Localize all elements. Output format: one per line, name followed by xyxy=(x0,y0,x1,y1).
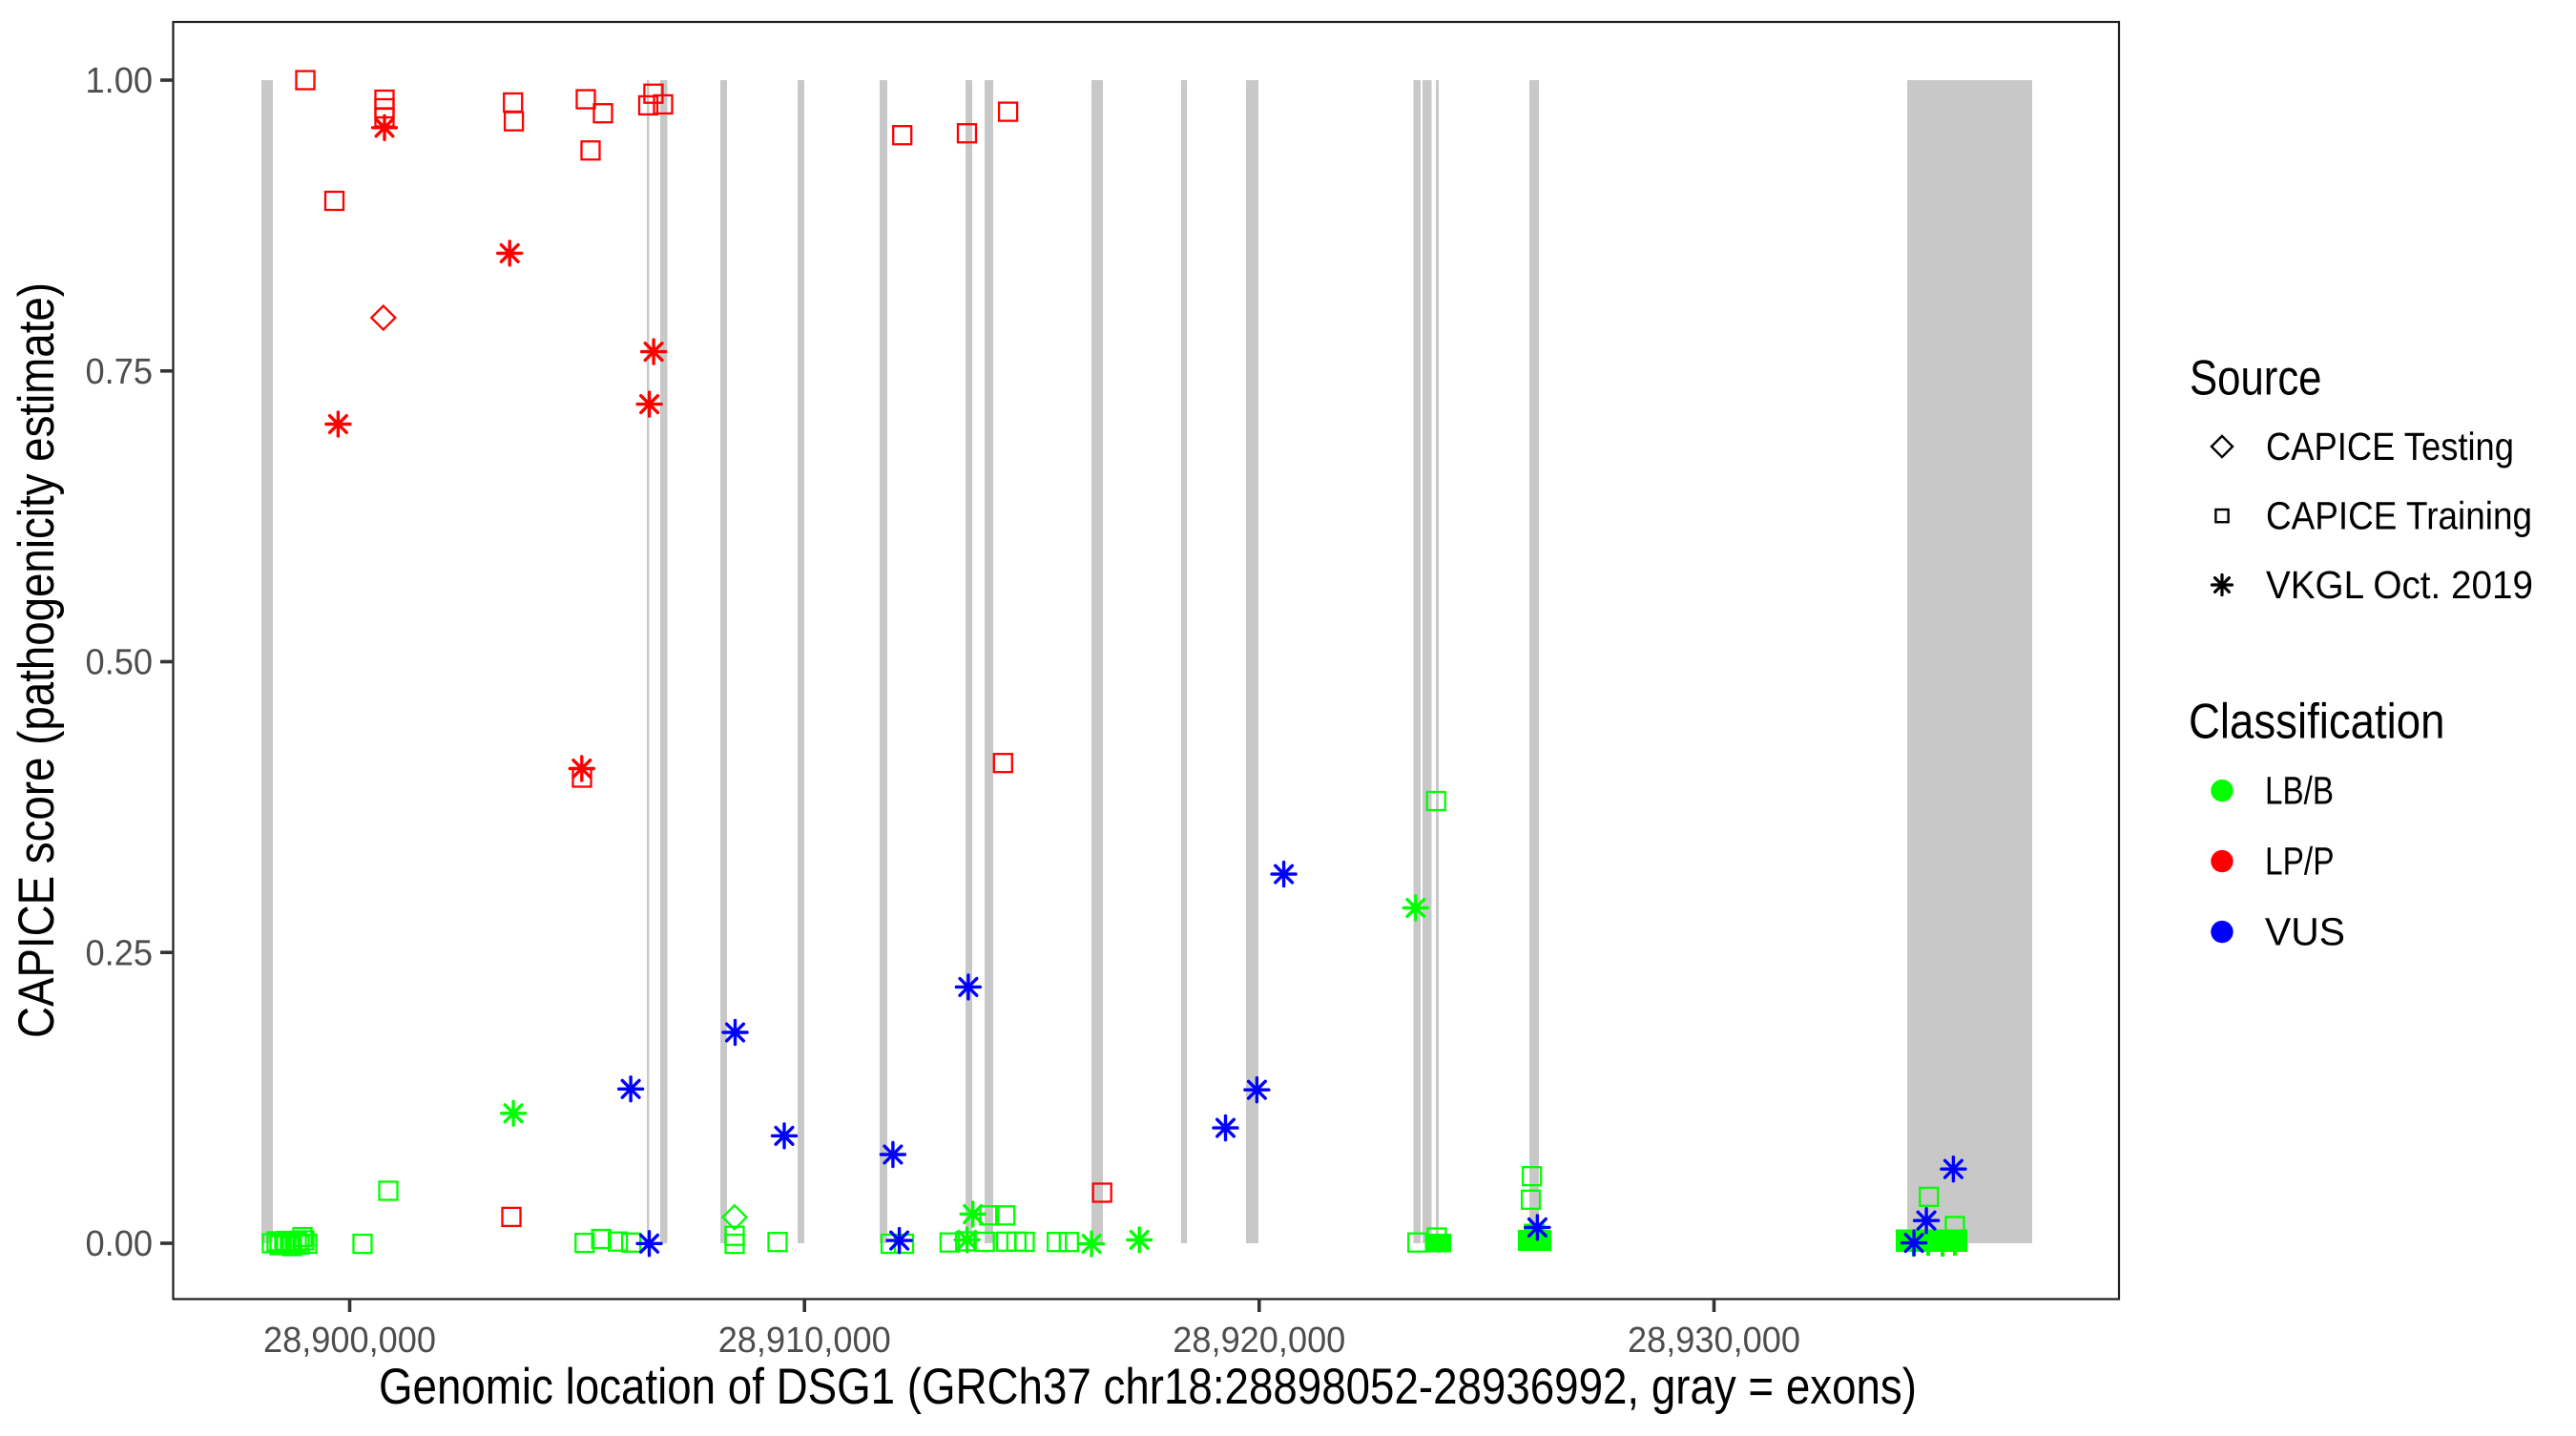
svg-text:1.00: 1.00 xyxy=(86,61,154,101)
svg-text:LB/B: LB/B xyxy=(2265,769,2334,813)
svg-text:Classification: Classification xyxy=(2189,695,2445,750)
svg-text:CAPICE Testing: CAPICE Testing xyxy=(2266,425,2514,468)
svg-text:VKGL Oct. 2019: VKGL Oct. 2019 xyxy=(2266,563,2533,607)
svg-text:28,930,000: 28,930,000 xyxy=(1628,1321,1800,1361)
svg-text:VUS: VUS xyxy=(2265,910,2345,954)
svg-text:28,900,000: 28,900,000 xyxy=(263,1321,436,1361)
svg-text:Genomic location of DSG1 (GRCh: Genomic location of DSG1 (GRCh37 chr18:2… xyxy=(379,1359,1917,1415)
svg-text:CAPICE Training: CAPICE Training xyxy=(2266,494,2532,538)
svg-text:Source: Source xyxy=(2190,351,2322,406)
svg-text:CAPICE score (pathogenicity es: CAPICE score (pathogenicity estimate) xyxy=(9,282,65,1038)
svg-text:0.50: 0.50 xyxy=(86,643,154,683)
svg-text:0.75: 0.75 xyxy=(86,352,154,392)
svg-text:28,920,000: 28,920,000 xyxy=(1173,1321,1345,1361)
svg-text:LP/P: LP/P xyxy=(2265,840,2335,884)
svg-text:0.25: 0.25 xyxy=(86,933,154,973)
svg-text:0.00: 0.00 xyxy=(86,1224,154,1264)
svg-text:28,910,000: 28,910,000 xyxy=(718,1321,891,1361)
